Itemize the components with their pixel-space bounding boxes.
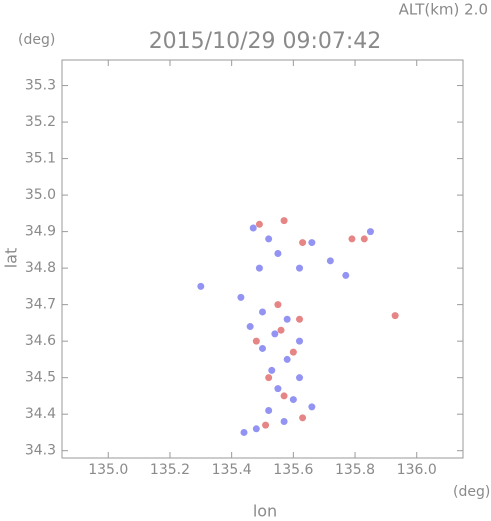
x-axis-label: lon bbox=[253, 502, 277, 521]
echo-point bbox=[197, 282, 205, 290]
echo-point bbox=[391, 312, 399, 320]
echo-point bbox=[259, 308, 266, 316]
echo-point bbox=[252, 425, 260, 433]
echo-point bbox=[280, 417, 288, 425]
chart-title: 2015/10/29 09:07:42 bbox=[149, 29, 382, 54]
plot-frame bbox=[61, 59, 464, 459]
y-tick-label: 34.5 bbox=[25, 370, 56, 386]
echo-point bbox=[265, 374, 273, 382]
echo-point bbox=[308, 403, 316, 411]
echo-point bbox=[296, 315, 304, 323]
echo-point bbox=[280, 392, 288, 400]
y-tick-label: 34.6 bbox=[25, 333, 56, 349]
echo-point bbox=[296, 337, 304, 345]
x-tick-label: 135.4 bbox=[212, 462, 252, 478]
echo-point bbox=[274, 250, 282, 258]
echo-point bbox=[299, 239, 307, 247]
y-axis-label: lat bbox=[2, 248, 21, 269]
x-tick-label: 135.2 bbox=[150, 462, 190, 478]
echo-point bbox=[274, 301, 282, 309]
y-tick-label: 34.8 bbox=[25, 260, 56, 276]
echo-point bbox=[265, 407, 273, 415]
echo-point bbox=[274, 385, 282, 393]
echo-point bbox=[342, 271, 350, 279]
echo-point bbox=[366, 228, 374, 236]
x-tick-label: 135.0 bbox=[88, 462, 128, 478]
echo-point bbox=[289, 348, 297, 356]
echo-point bbox=[299, 414, 307, 422]
altitude-label: ALT(km) 2.0 bbox=[399, 1, 488, 19]
y-tick-label: 34.7 bbox=[25, 297, 56, 313]
echo-point bbox=[280, 217, 288, 225]
echo-point bbox=[308, 239, 316, 247]
y-tick-label: 35.0 bbox=[25, 187, 56, 203]
echo-point bbox=[348, 235, 356, 243]
echo-point bbox=[255, 264, 263, 272]
y-tick-label: 35.2 bbox=[25, 114, 56, 130]
echo-point bbox=[296, 264, 304, 272]
echo-point bbox=[249, 224, 257, 232]
echo-point bbox=[296, 374, 304, 382]
x-tick-label: 135.6 bbox=[273, 462, 313, 478]
y-unit: (deg) bbox=[18, 32, 55, 48]
echo-point bbox=[277, 326, 285, 334]
echo-point bbox=[268, 366, 276, 374]
y-tick-label: 34.9 bbox=[25, 224, 56, 240]
echo-point bbox=[360, 235, 368, 243]
x-tick-label: 136.0 bbox=[397, 462, 437, 478]
echo-point bbox=[262, 421, 270, 429]
echo-point bbox=[252, 337, 260, 345]
y-tick-label: 34.4 bbox=[25, 406, 56, 422]
echo-point bbox=[237, 293, 245, 301]
y-tick-label: 34.3 bbox=[25, 443, 56, 459]
echo-point bbox=[283, 315, 291, 323]
echo-point bbox=[246, 323, 254, 331]
echo-point bbox=[289, 396, 297, 404]
y-tick-label: 35.3 bbox=[25, 78, 56, 94]
echo-point bbox=[255, 220, 263, 228]
x-unit: (deg) bbox=[453, 484, 490, 500]
echo-point bbox=[283, 355, 291, 363]
echo-point bbox=[265, 235, 273, 243]
x-tick-label: 135.8 bbox=[335, 462, 375, 478]
echo-point bbox=[326, 257, 334, 265]
echo-point bbox=[259, 344, 266, 352]
echo-point bbox=[271, 330, 279, 338]
echo-point bbox=[240, 428, 248, 436]
y-tick-label: 35.1 bbox=[25, 151, 56, 167]
